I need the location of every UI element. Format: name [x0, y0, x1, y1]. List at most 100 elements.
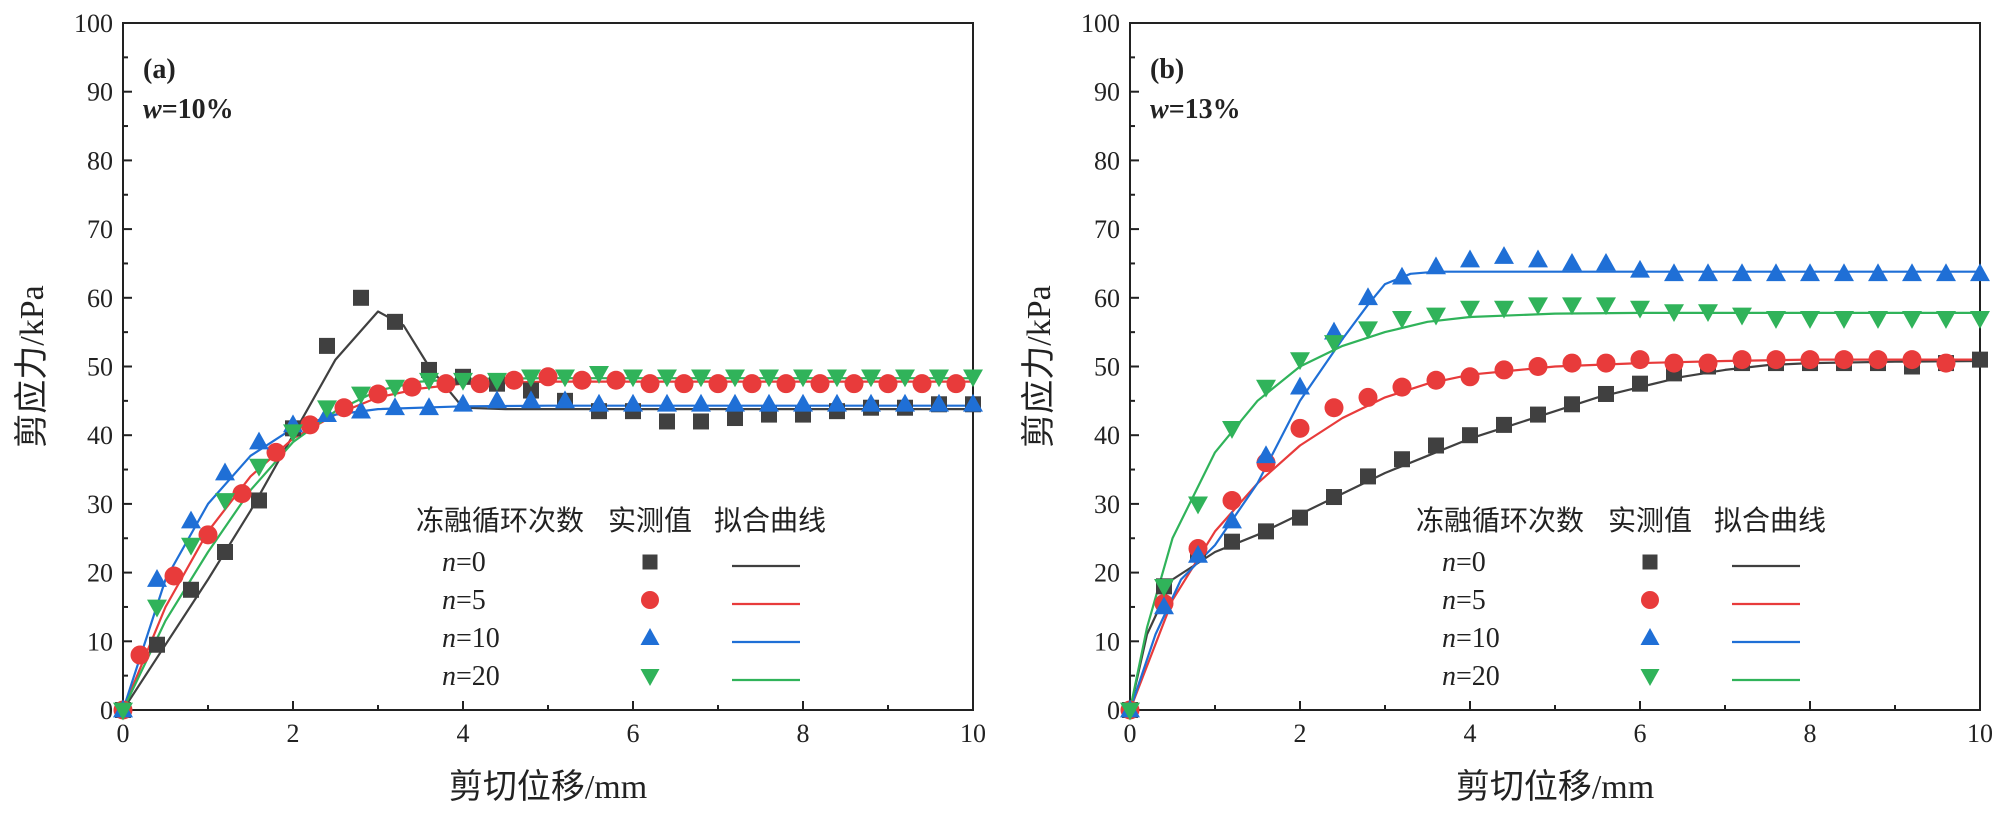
y-tick-label: 10	[1094, 627, 1120, 656]
data-point-n20	[249, 458, 269, 477]
x-tick-label: 6	[1634, 719, 1647, 748]
data-point-n10	[1256, 445, 1276, 464]
x-tick-label: 8	[797, 719, 810, 748]
legend-series-label: n=20	[1442, 661, 1500, 692]
data-point-n5	[1936, 353, 1956, 373]
legend-series-label: n=5	[442, 585, 486, 616]
data-point-n20	[147, 599, 167, 618]
data-point-n5	[878, 374, 898, 394]
condition-value: =13%	[1169, 94, 1241, 125]
data-point-n20	[1800, 311, 1820, 329]
data-point-n5	[232, 484, 252, 504]
y-tick-label: 50	[1094, 353, 1120, 382]
data-point-n5	[1596, 353, 1616, 373]
data-point-n0	[1530, 406, 1546, 423]
data-point-n20	[1120, 702, 1140, 721]
data-point-n10	[1528, 249, 1548, 268]
fit-curve-n10	[1128, 270, 1980, 711]
legend-n-symbol: n	[442, 623, 456, 654]
data-point-n10	[963, 393, 983, 412]
data-point-n10	[1936, 263, 1956, 282]
data-point-n0	[727, 410, 743, 427]
legend-marker-n20	[1640, 669, 1660, 686]
y-tick-label: 20	[1094, 559, 1120, 588]
data-point-n20	[1358, 321, 1378, 340]
data-point-n20	[1834, 311, 1854, 329]
panel-b: 0 10 20 30 40 50 60 70 80 90 100 0 2 4 6 8 10 剪切位移/mm 剪应力/…	[1020, 9, 1993, 806]
data-point-n20	[725, 369, 745, 388]
x-tick-label: 0	[1124, 719, 1137, 748]
y-tick-label: 80	[87, 146, 113, 175]
legend-n-value: =5	[456, 585, 486, 616]
data-point-n5	[776, 374, 796, 394]
data-point-n0	[1972, 351, 1988, 368]
y-tick-label: 90	[1094, 78, 1120, 107]
data-point-n5	[1358, 387, 1378, 407]
data-point-n0	[1564, 396, 1580, 413]
data-point-n10	[1800, 263, 1820, 282]
data-point-n20	[283, 424, 303, 443]
y-tick-label: 0	[100, 696, 113, 725]
data-point-n20	[657, 369, 677, 388]
data-point-n0	[1224, 533, 1240, 550]
y-tick-label: 50	[87, 353, 113, 382]
data-point-n5	[164, 566, 184, 586]
legend-marker-n5	[1641, 591, 1659, 609]
data-point-n20	[827, 369, 847, 388]
data-point-n5	[1426, 370, 1446, 390]
data-point-n5	[1766, 350, 1786, 370]
legend-header-cycles: 冻融循环次数	[1416, 505, 1584, 537]
data-point-n20	[181, 537, 201, 556]
data-point-n5	[708, 374, 728, 394]
data-point-n20	[1596, 297, 1616, 316]
condition-value: =10%	[162, 94, 234, 125]
data-point-n10	[453, 393, 473, 412]
data-point-n5	[130, 645, 150, 665]
data-point-n0	[319, 337, 335, 354]
data-point-n20	[487, 372, 507, 391]
fit-curve-n20	[1128, 311, 1980, 711]
data-point-n0	[217, 543, 233, 560]
data-point-n20	[1698, 304, 1718, 323]
data-point-n10	[657, 393, 677, 412]
y-tick-label: 90	[87, 78, 113, 107]
data-point-n5	[1460, 367, 1480, 387]
data-point-n5	[742, 374, 762, 394]
data-point-n5	[572, 370, 592, 390]
data-point-n10	[385, 397, 405, 416]
y-tick-label: 100	[1081, 9, 1120, 38]
x-tick-label: 0	[117, 719, 130, 748]
data-point-n5	[1630, 350, 1650, 370]
fit-curve-n20	[122, 377, 973, 711]
data-point-n20	[385, 379, 405, 398]
condition-symbol: w	[1150, 94, 1169, 125]
y-tick-label: 40	[87, 421, 113, 450]
data-point-n20	[1732, 307, 1752, 326]
data-point-n20	[895, 369, 915, 388]
data-point-n20	[1664, 304, 1684, 323]
condition-label: w=10%	[143, 94, 234, 125]
data-point-n5	[334, 398, 354, 418]
data-point-n20	[1392, 311, 1412, 329]
legend-marker-n0	[642, 554, 658, 570]
data-point-n10	[1698, 263, 1718, 282]
data-point-n20	[555, 369, 575, 388]
data-point-n10	[895, 393, 915, 412]
data-point-n20	[1494, 300, 1514, 319]
fit-curve-n10	[121, 404, 973, 711]
data-point-n10	[691, 393, 711, 412]
legend-header-fitted: 拟合曲线	[714, 505, 826, 537]
data-point-n10	[1766, 263, 1786, 282]
data-point-n10	[1494, 246, 1514, 264]
data-point-n10	[351, 400, 371, 419]
data-point-n5	[1800, 350, 1820, 370]
legend-n-symbol: n	[442, 547, 456, 578]
legend-n-symbol: n	[1442, 585, 1456, 616]
x-tick-label: 8	[1804, 719, 1817, 748]
data-point-n10	[1290, 376, 1310, 395]
data-point-n20	[317, 400, 337, 419]
legend-marker-n20	[640, 669, 660, 686]
y-tick-label: 0	[1107, 696, 1120, 725]
data-point-n0	[1496, 416, 1512, 433]
